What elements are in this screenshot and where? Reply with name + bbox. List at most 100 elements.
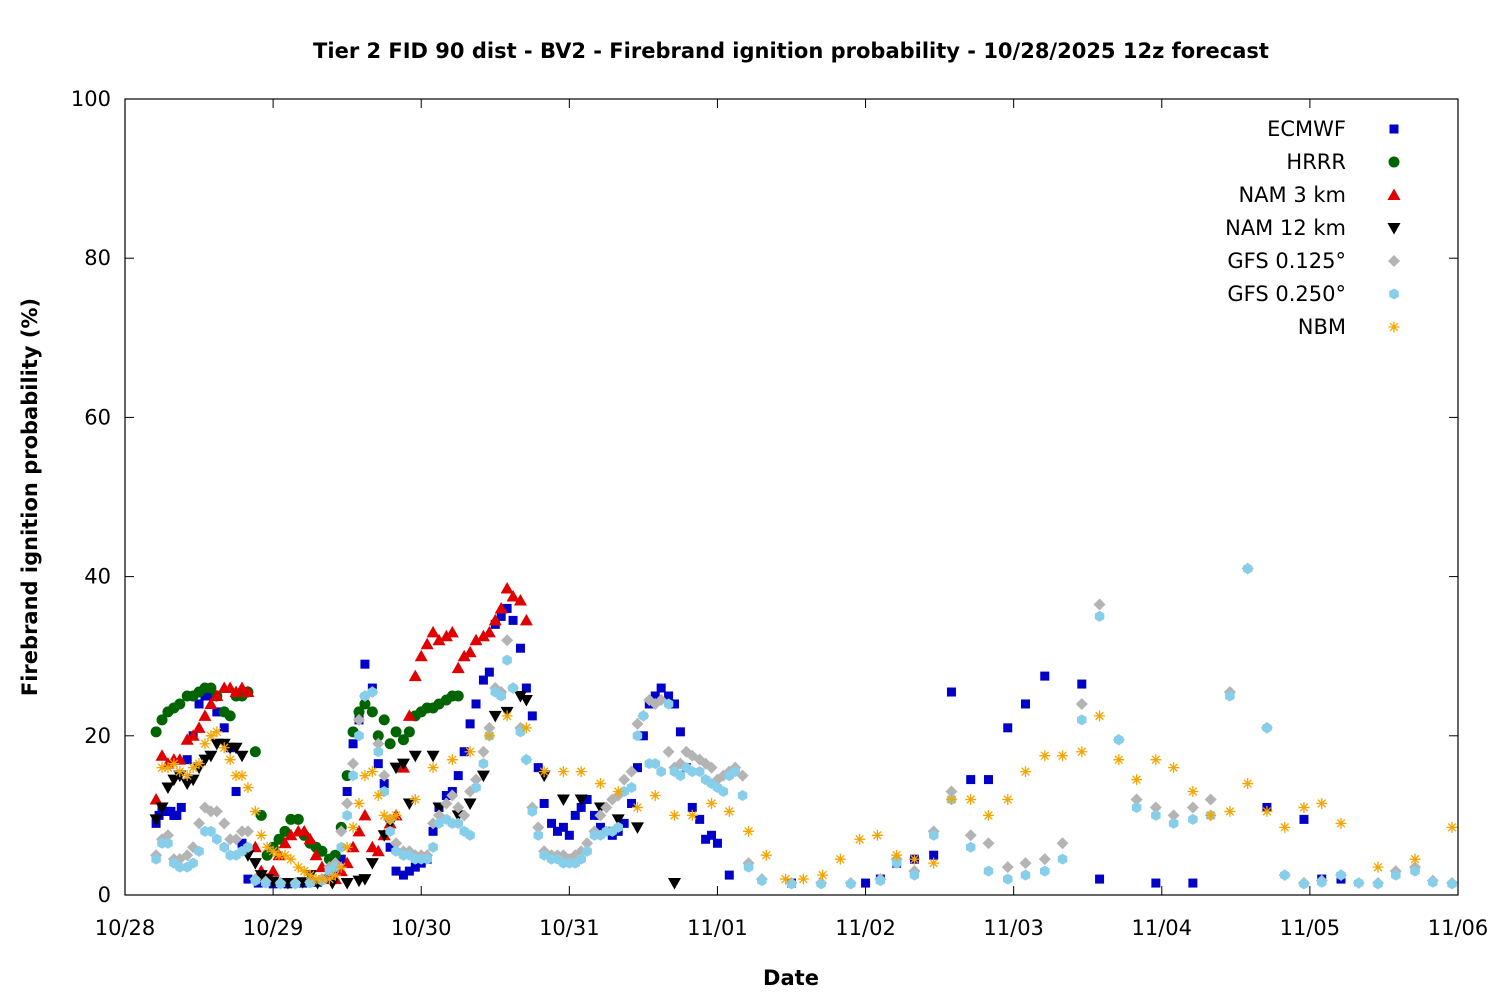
data-point-hrrr — [372, 730, 384, 742]
data-point-nbm — [612, 786, 624, 798]
legend: ECMWF HRRR NAM 3 km NAM 12 km GFS 0.125° GFS … — [1225, 117, 1401, 339]
data-point-nam-12-km — [432, 802, 446, 814]
data-point-hrrr — [273, 833, 285, 845]
x-tick-label: 10/31 — [539, 916, 600, 940]
data-point-nbm — [557, 766, 569, 778]
legend-label-gfs-0-250: GFS 0.250° — [1227, 282, 1346, 306]
data-point-gfs-0-250 — [496, 690, 506, 702]
data-point-nbm — [390, 809, 402, 821]
data-point-gfs-0-125 — [210, 805, 223, 818]
data-point-gfs-0-125 — [1093, 598, 1106, 611]
data-point-ecmwf — [946, 687, 956, 697]
data-point-gfs-0-250 — [891, 857, 902, 869]
data-point-gfs-0-250 — [1114, 734, 1124, 746]
data-point-nbm — [483, 730, 495, 742]
data-point-gfs-0-250 — [1225, 690, 1235, 702]
data-point-nam-3-km — [513, 593, 527, 606]
data-point-gfs-0-250 — [1040, 865, 1050, 877]
data-point-gfs-0-250 — [1057, 853, 1068, 865]
data-point-gfs-0-125 — [945, 785, 958, 798]
data-point-ecmwf — [379, 779, 389, 789]
data-point-gfs-0-250 — [845, 878, 856, 890]
data-point-nam-12-km — [519, 694, 533, 707]
data-point-nbm — [359, 770, 371, 782]
data-point-ecmwf — [656, 683, 666, 693]
data-point-nbm — [1261, 805, 1273, 817]
data-point-ecmwf — [695, 814, 705, 824]
data-point-gfs-0-250 — [508, 682, 518, 694]
data-point-nam-3-km — [445, 625, 459, 638]
data-point-nbm — [409, 793, 421, 805]
data-point-gfs-0-250 — [1242, 563, 1253, 575]
data-point-nbm — [353, 797, 365, 809]
x-tick-label: 11/04 — [1132, 916, 1193, 940]
data-point-gfs-0-250 — [737, 790, 748, 801]
data-point-nam-3-km — [309, 848, 323, 861]
data-point-gfs-0-250 — [928, 829, 939, 841]
legend-marker-nam-12-km — [1387, 223, 1401, 235]
data-point-nbm — [817, 869, 829, 881]
data-point-gfs-0-250 — [305, 877, 315, 889]
data-point-ecmwf — [484, 667, 494, 677]
data-point-ecmwf — [687, 802, 697, 812]
legend-label-nam-3-km: NAM 3 km — [1238, 183, 1346, 207]
data-point-nbm — [1205, 809, 1217, 821]
data-points — [149, 562, 1459, 890]
data-point-ecmwf — [1188, 878, 1198, 888]
data-point-gfs-0-250 — [1428, 876, 1438, 888]
data-point-nbm — [316, 873, 328, 885]
data-point-gfs-0-125 — [1001, 861, 1014, 874]
data-point-gfs-0-250 — [983, 865, 994, 877]
data-point-hrrr — [279, 825, 291, 837]
data-point-nam-3-km — [371, 844, 385, 857]
data-point-nbm — [871, 829, 883, 841]
data-point-ecmwf — [373, 759, 383, 769]
data-point-hrrr — [378, 714, 390, 726]
data-point-gfs-0-250 — [290, 878, 301, 890]
data-point-gfs-0-125 — [458, 809, 471, 822]
data-point-nbm — [854, 833, 866, 845]
data-point-nbm — [538, 766, 550, 778]
series-ecmwf — [151, 603, 1346, 889]
data-point-gfs-0-125 — [372, 737, 385, 750]
data-point-ecmwf — [1003, 723, 1013, 733]
data-point-nam-12-km — [408, 750, 422, 763]
data-point-hrrr — [150, 726, 162, 738]
data-point-nam-12-km — [463, 798, 477, 810]
x-tick-label: 11/01 — [687, 916, 748, 940]
data-point-gfs-0-250 — [1131, 801, 1142, 813]
data-point-nbm — [631, 801, 643, 813]
data-point-nam-12-km — [198, 754, 212, 767]
data-point-gfs-0-125 — [470, 773, 483, 786]
data-point-ecmwf — [547, 818, 557, 828]
data-point-nbm — [668, 809, 680, 821]
data-point-nam-3-km — [439, 629, 453, 642]
data-point-ecmwf — [385, 842, 395, 852]
data-point-ecmwf — [410, 862, 420, 872]
data-point-nbm — [292, 861, 304, 873]
data-point-nbm — [378, 809, 390, 821]
data-point-nbm — [372, 790, 384, 801]
data-point-ecmwf — [194, 699, 204, 709]
data-point-nbm — [797, 873, 809, 885]
data-point-nam-3-km — [229, 685, 243, 698]
data-point-gfs-0-250 — [194, 845, 204, 857]
data-point-gfs-0-125 — [440, 797, 453, 810]
data-point-nam-12-km — [488, 710, 502, 723]
data-point-ecmwf — [632, 763, 642, 773]
data-point-nam-12-km — [180, 778, 194, 791]
data-point-nam-3-km — [469, 633, 483, 646]
data-point-gfs-0-250 — [1262, 722, 1272, 734]
data-point-nbm — [174, 766, 186, 778]
data-point-ecmwf — [176, 802, 186, 812]
data-point-nbm — [181, 770, 193, 782]
data-point-nam-3-km — [266, 864, 280, 877]
data-point-gfs-0-250 — [219, 841, 229, 853]
data-point-gfs-0-250 — [1168, 817, 1179, 829]
data-point-nbm — [205, 730, 217, 742]
data-point-ecmwf — [707, 830, 717, 840]
data-point-hrrr — [316, 845, 328, 857]
data-point-ecmwf — [701, 834, 711, 844]
data-point-ecmwf — [508, 615, 518, 625]
